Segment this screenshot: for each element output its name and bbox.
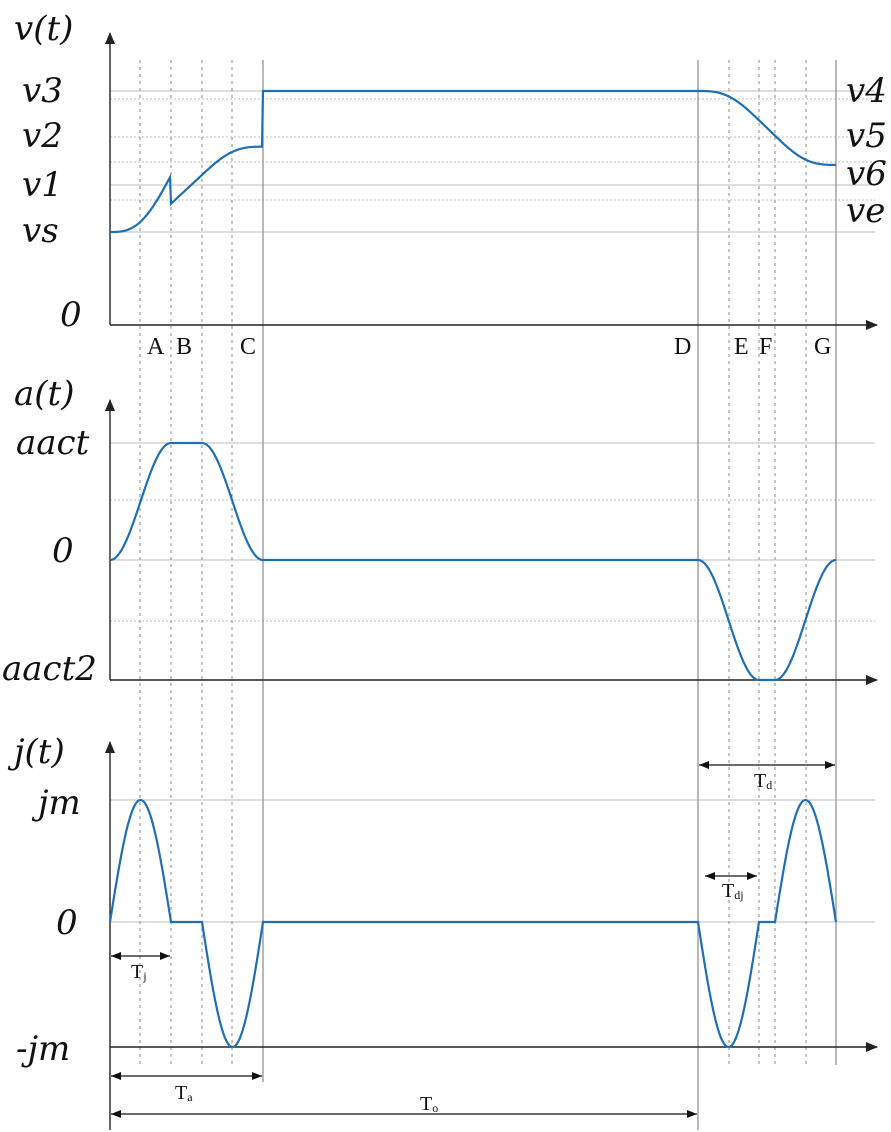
level-label-v1: v1 (22, 165, 63, 205)
jerk-axis-title: j(t) (7, 732, 65, 772)
time-marker-f: F (759, 334, 772, 360)
time-marker-a: A (147, 334, 165, 360)
interval-label-td: Td (754, 770, 772, 792)
level-label-neg-jm: -jm (16, 1029, 70, 1069)
velocity-grid (110, 90, 875, 233)
interval-label-to: To (420, 1093, 438, 1115)
velocity-curve (110, 89, 836, 234)
time-marker-c: C (240, 334, 256, 360)
velocity-right-labels: v4 v5 v6 ve (846, 71, 887, 231)
jerk-labels: jm 0 -jm (16, 783, 81, 1069)
interval-tdj: Tdj (705, 872, 757, 902)
acceleration-labels: aact 0 aact2 (2, 423, 97, 689)
interval-label-tdj: Tdj (722, 880, 744, 902)
acceleration-axes (105, 399, 878, 685)
interval-tj: Tj (111, 952, 170, 983)
interval-label-tj: Tj (131, 961, 147, 983)
time-marker-d: D (674, 334, 691, 360)
interval-td: Td (699, 761, 835, 792)
level-label-v5: v5 (846, 116, 887, 156)
jerk-axes (105, 741, 878, 1130)
time-marker-e: E (734, 334, 749, 360)
level-label-vs: vs (22, 211, 59, 251)
jerk-curve (108, 798, 838, 1049)
level-label-v3: v3 (22, 71, 63, 111)
time-marker-g: G (814, 334, 831, 360)
jerk-grid (110, 799, 875, 923)
level-label-jm: jm (31, 783, 81, 823)
level-label-ve: ve (846, 191, 885, 231)
acceleration-axis-title: a(t) (14, 374, 74, 414)
interval-to: To (111, 1093, 697, 1118)
velocity-left-labels: v3 v2 v1 vs 0 (22, 71, 82, 335)
velocity-axis-title: v(t) (14, 9, 73, 49)
level-label-v4: v4 (846, 71, 887, 111)
level-label-aact: aact (16, 423, 90, 463)
level-label-zero-acceleration: 0 (52, 531, 74, 571)
acceleration-curve (109, 441, 837, 682)
level-label-aact2: aact2 (2, 649, 97, 689)
interval-label-ta: Ta (175, 1082, 193, 1104)
level-label-v6: v6 (846, 154, 887, 194)
time-guides (139, 60, 837, 1130)
level-label-v2: v2 (22, 116, 63, 156)
acceleration-grid (110, 442, 875, 622)
time-marker-b: B (176, 334, 192, 360)
level-label-zero-velocity: 0 (60, 295, 82, 335)
time-markers: A B C D E F G (147, 334, 831, 360)
velocity-axes (105, 32, 878, 330)
level-label-zero-jerk: 0 (56, 903, 78, 943)
interval-ta: Ta (111, 1072, 262, 1104)
